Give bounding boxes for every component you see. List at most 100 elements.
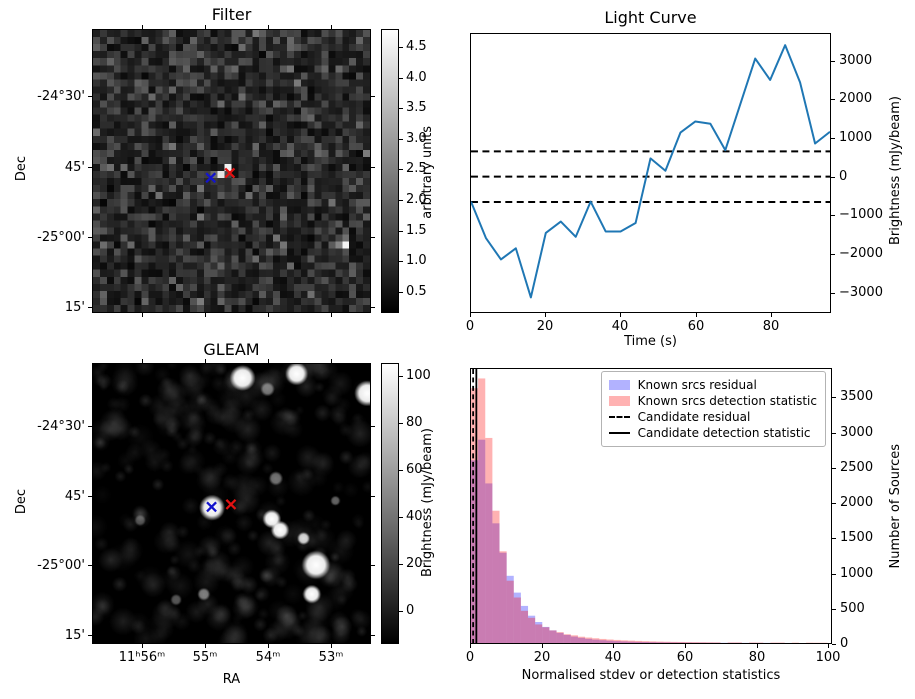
tick-mark bbox=[828, 644, 829, 648]
tick-mark bbox=[142, 644, 143, 648]
y-tick-label: −3000 bbox=[839, 285, 883, 300]
histogram-bar bbox=[656, 641, 664, 643]
filter-colorbar bbox=[381, 29, 399, 313]
filter-markers-overlay bbox=[205, 167, 236, 184]
histogram-bar bbox=[577, 637, 586, 643]
tick-mark bbox=[371, 237, 375, 238]
tick-mark bbox=[831, 293, 835, 294]
histogram-bar bbox=[535, 622, 543, 643]
histogram-bar bbox=[563, 634, 571, 643]
tick-mark bbox=[832, 433, 836, 434]
filter-title: Filter bbox=[211, 5, 252, 24]
tick-mark bbox=[205, 25, 206, 29]
tick-mark bbox=[268, 313, 269, 317]
reference-marker bbox=[225, 498, 237, 510]
tick-mark bbox=[88, 307, 92, 308]
histogram-bar bbox=[478, 378, 486, 643]
tick-mark bbox=[832, 609, 836, 610]
gleam-colorbar-gradient bbox=[382, 364, 398, 643]
tick-mark bbox=[399, 564, 403, 565]
legend-label: Known srcs detection statistic bbox=[637, 394, 817, 408]
histogram-bar bbox=[528, 617, 536, 643]
histogram-bar bbox=[634, 641, 643, 643]
histogram-bar bbox=[699, 642, 707, 643]
colorbar-tick-label: 40 bbox=[406, 509, 423, 524]
histogram-bar bbox=[549, 630, 557, 643]
y-tick-label: 1000 bbox=[839, 130, 873, 145]
tick-mark bbox=[832, 468, 836, 469]
tick-mark bbox=[399, 261, 403, 262]
histogram-bar bbox=[492, 523, 500, 643]
histogram-bar bbox=[520, 610, 529, 643]
light-curve-xlabel: Time (s) bbox=[624, 334, 677, 349]
y-tick-label: 2500 bbox=[840, 460, 874, 475]
tick-mark bbox=[696, 313, 697, 317]
tick-mark bbox=[399, 292, 403, 293]
histogram-bar bbox=[492, 510, 500, 643]
tick-mark bbox=[399, 169, 403, 170]
tick-mark bbox=[88, 426, 92, 427]
histogram-bar bbox=[485, 437, 493, 643]
histogram-bar bbox=[535, 624, 543, 643]
x-tick-label: 100 bbox=[815, 650, 841, 665]
histogram-bar bbox=[542, 627, 550, 643]
colorbar-tick-label: 80 bbox=[406, 415, 423, 430]
tick-mark bbox=[399, 139, 403, 140]
legend-row: Known srcs residual bbox=[608, 377, 817, 393]
light-curve-ylabel: Brightness (mJy/beam) bbox=[888, 96, 903, 245]
gleam-title: GLEAM bbox=[203, 340, 260, 359]
tick-mark bbox=[470, 644, 471, 648]
histogram-bar bbox=[649, 641, 657, 643]
filter-colorbar-gradient bbox=[382, 30, 398, 312]
histogram-bar bbox=[585, 637, 593, 643]
x-tick-label: 54ᵐ bbox=[255, 650, 281, 665]
tick-mark bbox=[399, 376, 403, 377]
tick-mark bbox=[757, 644, 758, 648]
tick-mark bbox=[205, 359, 206, 363]
histogram-bar bbox=[577, 636, 586, 643]
tick-mark bbox=[371, 496, 375, 497]
histogram-bar bbox=[471, 388, 479, 643]
histogram-bar bbox=[599, 640, 607, 643]
tick-mark bbox=[542, 644, 543, 648]
histogram-bar bbox=[606, 640, 614, 643]
y-tick-label: -25°00' bbox=[37, 558, 85, 573]
tick-mark bbox=[832, 644, 836, 645]
colorbar-tick-label: 4.5 bbox=[406, 39, 427, 54]
legend-label: Candidate residual bbox=[637, 410, 751, 424]
histogram-bar bbox=[471, 460, 479, 643]
detection-statistic-histogram bbox=[471, 378, 828, 643]
candidate-marker bbox=[206, 501, 217, 513]
histogram-bar bbox=[563, 634, 571, 643]
histogram-bar bbox=[556, 632, 564, 643]
tick-mark bbox=[371, 635, 375, 636]
histogram-bar bbox=[620, 641, 628, 643]
histogram-bar bbox=[585, 638, 593, 643]
y-tick-label: 3000 bbox=[839, 53, 873, 68]
tick-mark bbox=[771, 313, 772, 317]
light-curve-plot bbox=[471, 44, 830, 299]
legend-row: Candidate residual bbox=[608, 409, 817, 425]
histogram-bar bbox=[478, 439, 486, 643]
histogram-bar bbox=[649, 642, 657, 643]
histogram-bar bbox=[670, 642, 678, 643]
histogram-bar bbox=[592, 638, 600, 643]
colorbar-tick-label: 1.5 bbox=[406, 223, 427, 238]
legend-label: Known srcs residual bbox=[637, 378, 757, 392]
y-tick-label: 1000 bbox=[840, 566, 874, 581]
light-curve-axes bbox=[470, 33, 831, 313]
histogram-bar bbox=[592, 639, 600, 643]
tick-mark bbox=[399, 231, 403, 232]
tick-mark bbox=[205, 644, 206, 648]
solid-line-swatch bbox=[608, 432, 630, 434]
colorbar-tick-label: 2.0 bbox=[406, 192, 427, 207]
y-tick-label: 45' bbox=[64, 489, 85, 504]
colorbar-tick-label: 3.0 bbox=[406, 131, 427, 146]
tick-mark bbox=[832, 574, 836, 575]
histogram-bar bbox=[549, 630, 557, 643]
histogram-bar bbox=[606, 639, 614, 643]
colorbar-tick-label: 0.5 bbox=[406, 284, 427, 299]
histogram-bar bbox=[634, 640, 643, 643]
histogram-bar bbox=[570, 635, 578, 643]
y-tick-label: 0 bbox=[840, 636, 849, 651]
